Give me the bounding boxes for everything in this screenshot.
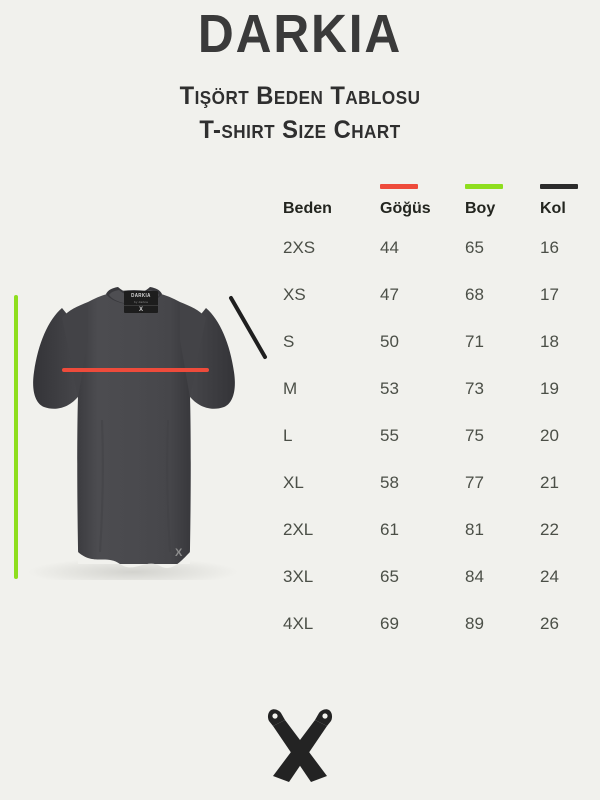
cell-length: 65 [465,238,484,257]
cell-sleeve: 24 [540,567,559,586]
cell-size: XS [283,285,306,304]
cell-sleeve: 22 [540,520,559,539]
cell-sleeve: 21 [540,473,559,492]
cell-chest: 44 [380,238,399,257]
sleeve-measure-line [229,296,267,359]
column-header-sleeve: Kol [540,200,566,217]
table-row: XL 58 77 21 [275,465,585,512]
cell-length: 89 [465,614,484,633]
footer-logo [0,700,600,785]
cell-chest: 69 [380,614,399,633]
page-title-turkish: Tişört Beden Tablosu [179,82,421,110]
table-row: S 50 71 18 [275,324,585,371]
cell-size: 2XS [283,238,316,257]
table-row: 2XS 44 65 16 [275,230,585,277]
table-row: 3XL 65 84 24 [275,559,585,606]
cell-sleeve: 19 [540,379,559,398]
cell-length: 68 [465,285,484,304]
cell-sleeve: 26 [540,614,559,633]
neck-label-brand: DARKIA [131,293,151,299]
cell-length: 81 [465,520,484,539]
neck-label-tag: DARKIA by darkia X • • • [124,291,158,313]
cell-chest: 65 [380,567,399,586]
table-header-row: Beden Göğüs Boy Kol [275,194,585,230]
cell-size: 4XL [283,614,314,633]
cell-chest: 61 [380,520,399,539]
cell-chest: 47 [380,285,399,304]
hem-x-logo-icon: X [175,547,183,559]
cell-length: 73 [465,379,484,398]
cell-length: 71 [465,332,484,351]
crossed-x-logo-icon [267,709,333,782]
tshirt-graphic [28,287,238,580]
cell-length: 75 [465,426,484,445]
cell-size: 2XL [283,520,314,539]
size-table: Beden Göğüs Boy Kol 2XS 44 65 16 XS 47 6… [275,180,585,653]
cell-size: S [283,332,295,351]
table-row: M 53 73 19 [275,371,585,418]
cell-sleeve: 17 [540,285,559,304]
cell-sleeve: 16 [540,238,559,257]
cell-chest: 58 [380,473,399,492]
column-header-size: Beden [283,200,332,217]
table-row: L 55 75 20 [275,418,585,465]
cell-chest: 50 [380,332,399,351]
cell-size: L [283,426,293,445]
cell-length: 77 [465,473,484,492]
chest-measure-line [62,368,209,372]
sleeve-accent-bar [540,184,578,189]
table-row: XS 47 68 17 [275,277,585,324]
cell-size: XL [283,473,304,492]
brand-logo: DARKIA [197,4,403,64]
neck-label-size: X [124,305,158,313]
table-row: 4XL 69 89 26 [275,606,585,653]
chest-accent-bar [380,184,418,189]
cell-sleeve: 18 [540,332,559,351]
cell-size: 3XL [283,567,314,586]
cell-length: 84 [465,567,484,586]
length-accent-bar [465,184,503,189]
cell-sleeve: 20 [540,426,559,445]
cell-size: M [283,379,298,398]
column-header-chest: Göğüs [380,200,431,217]
cell-chest: 53 [380,379,399,398]
neck-label-sub: by darkia [134,300,148,304]
table-row: 2XL 61 81 22 [275,512,585,559]
length-measure-line [14,295,18,579]
page-title-english: T-shirt Size Chart [199,116,401,144]
column-header-length: Boy [465,200,496,217]
tshirt-illustration [10,280,267,580]
column-accent-bars [275,180,585,194]
cell-chest: 55 [380,426,399,445]
